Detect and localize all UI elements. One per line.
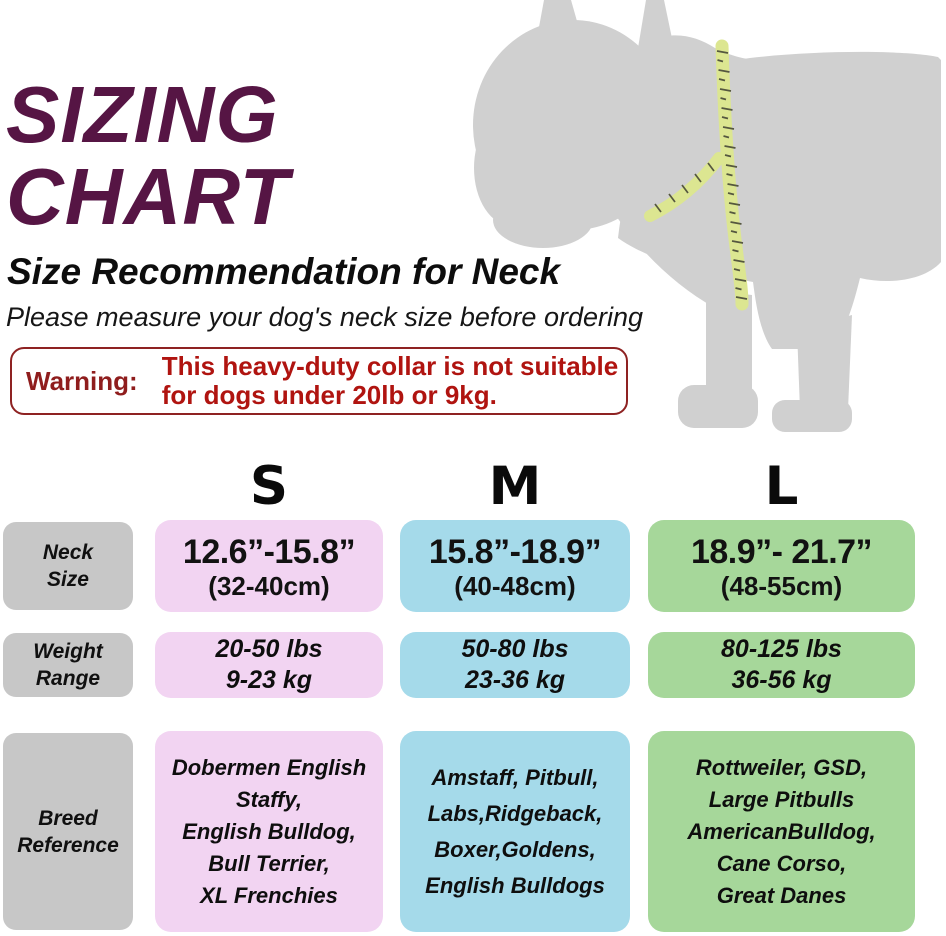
neck-size-inches-s: 12.6”-15.8” bbox=[182, 532, 356, 571]
neck-size-inches-m: 15.8”-18.9” bbox=[428, 532, 602, 571]
breed-list-m: Amstaff, Pitbull, Labs,Ridgeback, Boxer,… bbox=[425, 764, 605, 898]
neck-size-cell-s: 12.6”-15.8” (32-40cm) bbox=[155, 520, 383, 612]
page-title: SIZING CHART bbox=[6, 70, 290, 241]
weight-range-s: 20-50 lbs 9-23 kg bbox=[215, 635, 323, 694]
warning-box: Warning: This heavy-duty collar is not s… bbox=[10, 347, 628, 415]
row-label-weight-range: Weight Range bbox=[3, 633, 133, 697]
neck-size-cm-s: (32-40cm) bbox=[208, 570, 330, 601]
weight-range-l: 80-125 lbs 36-56 kg bbox=[721, 635, 842, 694]
weight-range-cell-l: 80-125 lbs 36-56 kg bbox=[648, 632, 915, 698]
dog-illustration bbox=[473, 0, 941, 432]
breed-reference-cell-m: Amstaff, Pitbull, Labs,Ridgeback, Boxer,… bbox=[400, 731, 630, 932]
tape-tick-marks bbox=[654, 50, 748, 300]
size-column-header-s: S bbox=[249, 456, 289, 517]
page-subtitle: Size Recommendation for Neck bbox=[7, 251, 561, 292]
breed-list-s: Dobermen English Staffy, English Bulldog… bbox=[171, 754, 367, 908]
neck-size-inches-l: 18.9”- 21.7” bbox=[690, 532, 873, 571]
neck-size-cell-m: 15.8”-18.9” (40-48cm) bbox=[400, 520, 630, 612]
weight-range-cell-m: 50-80 lbs 23-36 kg bbox=[400, 632, 630, 698]
breed-list-l: Rottweiler, GSD, Large Pitbulls American… bbox=[687, 754, 876, 908]
size-column-header-l: L bbox=[764, 456, 799, 517]
neck-size-cm-m: (40-48cm) bbox=[454, 570, 576, 601]
breed-reference-cell-s: Dobermen English Staffy, English Bulldog… bbox=[155, 731, 383, 932]
dog-silhouette-icon bbox=[473, 0, 941, 432]
neck-size-cell-l: 18.9”- 21.7” (48-55cm) bbox=[648, 520, 915, 612]
warning-label: Warning: bbox=[26, 366, 138, 396]
weight-range-cell-s: 20-50 lbs 9-23 kg bbox=[155, 632, 383, 698]
warning-text: This heavy-duty collar is not suitable f… bbox=[161, 351, 619, 410]
weight-range-m: 50-80 lbs 23-36 kg bbox=[461, 635, 569, 694]
breed-reference-cell-l: Rottweiler, GSD, Large Pitbulls American… bbox=[648, 731, 915, 932]
neck-size-cm-l: (48-55cm) bbox=[720, 570, 843, 601]
measurement-note: Please measure your dog's neck size befo… bbox=[6, 302, 644, 332]
row-label-breed-reference: Breed Reference bbox=[3, 733, 133, 930]
row-label-neck-size: Neck Size bbox=[3, 522, 133, 610]
size-column-header-m: M bbox=[488, 456, 542, 517]
